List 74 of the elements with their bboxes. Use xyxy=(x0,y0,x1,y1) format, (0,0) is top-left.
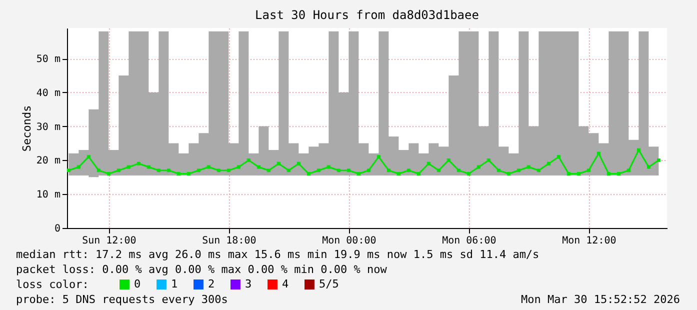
point xyxy=(346,168,350,172)
point xyxy=(466,172,470,176)
legend-label: 4 xyxy=(282,278,289,291)
point xyxy=(566,172,570,176)
point xyxy=(156,168,160,172)
legend-label: 3 xyxy=(245,278,252,291)
point xyxy=(496,168,500,172)
point xyxy=(586,168,590,172)
legend-label: 1 xyxy=(171,278,178,291)
x-tick-label: Mon 00:00 xyxy=(322,236,376,246)
x-tick-label: Mon 06:00 xyxy=(442,236,496,246)
point xyxy=(356,172,360,176)
point xyxy=(226,168,230,172)
point xyxy=(296,162,300,166)
point xyxy=(456,168,460,172)
point xyxy=(386,168,390,172)
point xyxy=(446,158,450,162)
point xyxy=(406,168,410,172)
y-tick-label: 40 m xyxy=(36,88,60,99)
point xyxy=(546,162,550,166)
point xyxy=(86,155,90,159)
x-tick-label: Mon 12:00 xyxy=(562,236,616,246)
legend-label: 0 xyxy=(134,278,141,291)
x-tick-label: Sun 12:00 xyxy=(82,236,136,246)
y-axis-title: Seconds xyxy=(20,105,34,152)
point xyxy=(366,168,370,172)
point xyxy=(606,172,610,176)
point xyxy=(116,168,120,172)
point xyxy=(556,155,560,159)
point xyxy=(506,172,510,176)
point xyxy=(636,148,640,152)
point xyxy=(136,162,140,166)
legend-label: 5/5 xyxy=(319,278,339,291)
point xyxy=(336,168,340,172)
point xyxy=(596,152,600,156)
y-tick-label: 10 m xyxy=(36,190,60,201)
legend-label: 2 xyxy=(208,278,215,291)
y-tick-label: 0 xyxy=(54,224,60,234)
point xyxy=(616,172,620,176)
point xyxy=(176,172,180,176)
point xyxy=(316,168,320,172)
point xyxy=(436,168,440,172)
point xyxy=(396,172,400,176)
point xyxy=(486,158,490,162)
y-tick-label: 30 m xyxy=(36,122,60,133)
point xyxy=(106,172,110,176)
point xyxy=(276,162,280,166)
point xyxy=(96,168,100,172)
point xyxy=(516,168,520,172)
point xyxy=(576,172,580,176)
legend-title: loss color: xyxy=(16,278,89,291)
point xyxy=(166,168,170,172)
text: packet loss: 0.00 % avg 0.00 % max 0.00 % min 0.00 % now xyxy=(16,263,388,276)
point xyxy=(416,172,420,176)
text: probe: 5 DNS requests every 300s xyxy=(16,293,228,306)
text: Mon Mar 30 15:52:52 2026 xyxy=(521,293,680,306)
chart-title: Last 30 Hours from da8d03d1baee xyxy=(255,8,479,22)
text: median rtt: 17.2 ms avg 26.0 ms max 15.6 ms min 19.9 ms now 1.5 ms sd 11.4 am/s xyxy=(16,248,540,261)
y-tick-label: 20 m xyxy=(36,156,60,167)
point xyxy=(536,168,540,172)
point xyxy=(196,168,200,172)
point xyxy=(66,168,70,172)
point xyxy=(246,158,250,162)
x-tick-label: Sun 18:00 xyxy=(202,236,256,246)
y-tick-label: 50 m xyxy=(36,54,60,66)
point xyxy=(286,168,290,172)
point xyxy=(186,172,190,176)
point xyxy=(626,168,630,172)
point xyxy=(656,158,660,162)
point xyxy=(216,168,220,172)
point xyxy=(426,162,430,166)
point xyxy=(376,155,380,159)
point xyxy=(306,172,310,176)
point xyxy=(266,168,270,172)
